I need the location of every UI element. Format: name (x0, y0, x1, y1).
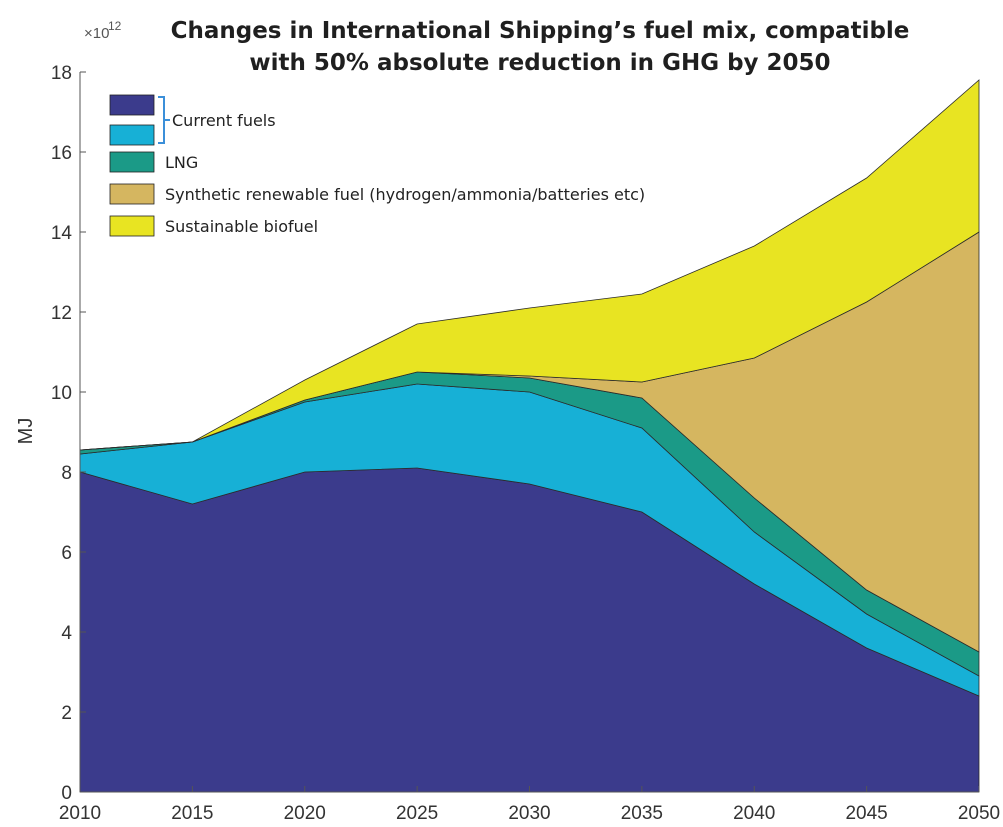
legend-swatch-synthetic (109, 183, 155, 205)
y-tick-label: 8 (61, 463, 72, 484)
x-tick-label: 2045 (845, 803, 887, 824)
area-biofuel (79, 79, 980, 451)
legend-swatch-current-fuel-1 (109, 94, 155, 116)
x-tick-label: 2010 (59, 803, 101, 824)
y-tick-label: 14 (51, 223, 73, 244)
legend-bracket (158, 96, 170, 144)
legend: Current fuels LNG Synthetic renewable fuel… (109, 94, 645, 237)
legend-label-synthetic: Synthetic renewable fuel (hydrogen/ammon… (165, 185, 645, 204)
legend-label-biofuel: Sustainable biofuel (165, 217, 318, 236)
x-tick-label: 2025 (396, 803, 438, 824)
y-tick-label: 16 (51, 143, 72, 164)
chart-title-line-1: Changes in International Shipping’s fuel… (171, 18, 910, 44)
y-tick-label: 18 (51, 63, 72, 84)
y-tick-label: 2 (61, 703, 72, 724)
y-tick-label: 10 (51, 383, 72, 404)
y-tick-label: 0 (61, 783, 72, 804)
legend-swatch-biofuel (109, 215, 155, 237)
x-axis-ticks: 2010 2015 2020 2025 2030 2035 2040 2045 2050 (59, 786, 1000, 824)
y-multiplier-exponent: 12 (108, 19, 122, 33)
y-tick-label: 6 (61, 543, 72, 564)
y-axis-multiplier: ×10 12 (84, 19, 122, 42)
chart-title: Changes in International Shipping’s fuel… (171, 18, 910, 76)
plot-areas (79, 79, 980, 793)
x-tick-label: 2035 (621, 803, 663, 824)
y-axis-ticks: 0 2 4 6 8 10 12 14 16 18 (51, 63, 86, 804)
legend-swatch-current-fuel-2 (109, 124, 155, 146)
y-axis-label: MJ (15, 418, 37, 445)
legend-swatch-lng (109, 151, 155, 173)
x-tick-label: 2050 (958, 803, 1000, 824)
y-tick-label: 4 (61, 623, 72, 644)
legend-label-current-fuels: Current fuels (172, 111, 276, 130)
y-tick-label: 12 (51, 303, 72, 324)
legend-label-lng: LNG (165, 153, 198, 172)
y-multiplier-base: ×10 (84, 25, 109, 42)
x-tick-label: 2030 (508, 803, 550, 824)
x-tick-label: 2040 (733, 803, 775, 824)
x-tick-label: 2015 (171, 803, 213, 824)
x-tick-label: 2020 (284, 803, 326, 824)
chart-title-line-2: with 50% absolute reduction in GHG by 20… (249, 50, 830, 76)
